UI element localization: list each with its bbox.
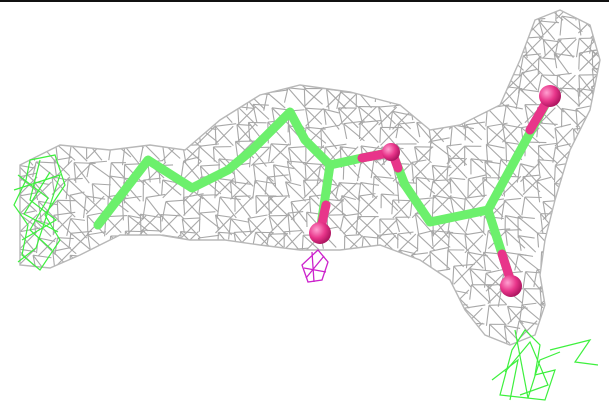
density-mesh-outline [19,9,601,346]
oxygen-atom [382,143,400,161]
negative-difference-mesh [301,249,329,283]
oxygen-atom [309,222,331,244]
top-frame-rule [0,0,609,2]
ligand-stick-model [93,91,555,290]
ester-link [357,147,493,227]
positive-difference-mesh-left [13,154,66,271]
oxygen-atom [500,275,522,297]
positive-difference-mesh-right [491,329,599,401]
carbon-chain [93,107,367,230]
oxygen-atom [539,85,561,107]
